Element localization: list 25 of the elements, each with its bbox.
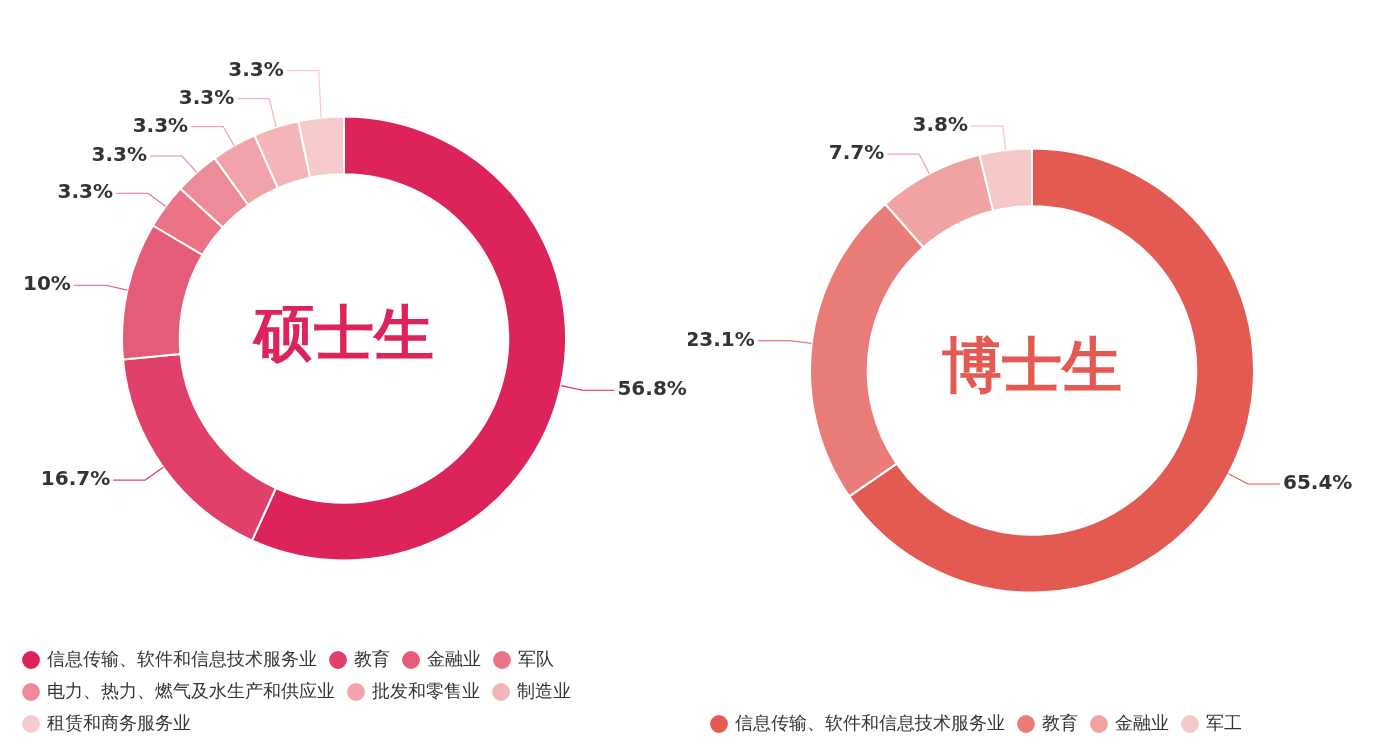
text: 博士生 <box>942 330 1122 401</box>
legend-label: 金融业 <box>427 647 481 669</box>
legend-label: 制造业 <box>517 679 571 701</box>
legend-label: 军队 <box>518 647 554 669</box>
data-label: 3.3% <box>228 56 284 81</box>
data-label: 3.8% <box>912 112 968 137</box>
text: 硕士生 <box>252 298 434 369</box>
data-label: 7.7% <box>828 140 885 165</box>
data-label: 16.7% <box>40 466 111 491</box>
data-label: 3.3% <box>91 142 148 167</box>
legend-label: 批发和零售业 <box>372 679 480 701</box>
data-label: 3.3% <box>132 112 189 137</box>
legend-label: 教育 <box>1042 711 1078 733</box>
legend-label: 金融业 <box>1115 711 1169 733</box>
data-label: 56.8% <box>617 376 687 401</box>
data-label: 65.4% <box>1283 470 1353 495</box>
legend-label: 信息传输、软件和信息技术服务业 <box>735 711 1005 733</box>
data-label: 3.3% <box>57 179 113 204</box>
legend-label: 租赁和商务服务业 <box>47 711 191 733</box>
legend-label: 电力、热力、燃气及水生产和供应业 <box>47 679 335 701</box>
legend-label: 教育 <box>354 647 390 669</box>
legend-label: 军工 <box>1206 711 1242 733</box>
data-label: 10% <box>23 271 71 296</box>
data-label: 3.3% <box>178 84 235 109</box>
legend-label: 信息传输、软件和信息技术服务业 <box>47 647 317 669</box>
